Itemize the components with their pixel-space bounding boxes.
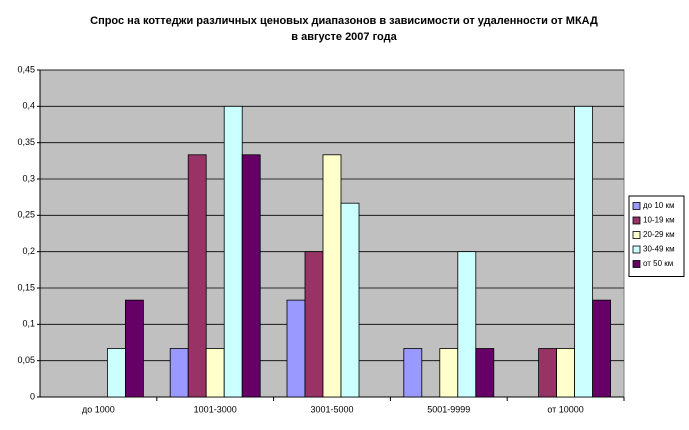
x-tick-label: до 1000: [82, 404, 115, 414]
y-tick-label: 0,25: [17, 210, 35, 220]
chart-title: Спрос на коттеджи различных ценовых диап…: [90, 15, 598, 27]
y-tick-label: 0,2: [22, 246, 35, 256]
x-tick-label: 3001-5000: [310, 404, 353, 414]
x-tick-label: от 10000: [547, 404, 583, 414]
bar: [403, 348, 423, 398]
bar: [241, 154, 261, 398]
y-tick-label: 0,05: [17, 355, 35, 365]
bar: [286, 299, 306, 398]
y-tick-label: 0,35: [17, 137, 35, 147]
legend-swatch: [632, 245, 641, 254]
bar: [125, 299, 144, 398]
y-tick-label: 0,15: [17, 282, 35, 292]
bar: [592, 299, 611, 398]
legend-label: 20-29 км: [643, 230, 675, 239]
bar: [538, 348, 557, 398]
bar: [556, 348, 575, 398]
x-tick-label: 1001-3000: [194, 404, 237, 414]
x-tick-label: 5001-9999: [427, 404, 470, 414]
legend-swatch: [632, 202, 641, 210]
legend-swatch: [632, 260, 641, 268]
bar: [340, 202, 360, 398]
y-tick-label: 0,3: [22, 173, 35, 183]
y-tick-label: 0,1: [22, 319, 35, 329]
bar: [169, 348, 189, 398]
chart-title: в августе 2007 года: [291, 31, 397, 43]
bar: [574, 105, 593, 398]
bar: [439, 348, 459, 398]
y-tick-label: 0: [30, 391, 35, 401]
legend-label: от 50 км: [643, 259, 673, 268]
legend-swatch: [632, 216, 641, 225]
bar: [304, 251, 324, 398]
y-tick-label: 0,4: [22, 101, 35, 111]
bar: [187, 154, 207, 398]
legend-label: 30-49 км: [643, 245, 675, 254]
bar: [107, 348, 126, 398]
bar: [457, 251, 477, 398]
bar: [205, 348, 225, 398]
bar: [475, 348, 495, 398]
bar: [322, 154, 342, 398]
legend-swatch: [632, 231, 641, 239]
bar: [223, 105, 243, 398]
y-tick-label: 0,45: [17, 64, 35, 74]
legend-label: до 10 км: [643, 201, 674, 210]
legend-label: 10-19 км: [643, 216, 675, 225]
